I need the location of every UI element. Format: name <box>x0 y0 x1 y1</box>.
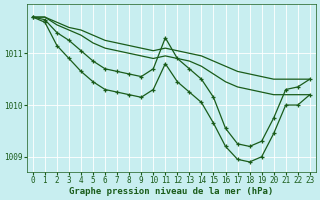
X-axis label: Graphe pression niveau de la mer (hPa): Graphe pression niveau de la mer (hPa) <box>69 187 274 196</box>
